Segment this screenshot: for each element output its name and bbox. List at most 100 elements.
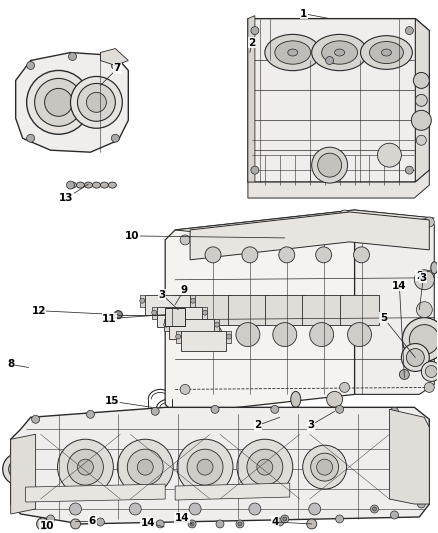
Polygon shape	[175, 210, 434, 238]
Circle shape	[151, 407, 159, 415]
Ellipse shape	[85, 182, 92, 188]
Circle shape	[348, 322, 371, 346]
Circle shape	[78, 84, 115, 122]
Circle shape	[312, 147, 348, 183]
Circle shape	[111, 134, 119, 142]
Circle shape	[309, 503, 321, 515]
Circle shape	[424, 217, 434, 227]
Polygon shape	[26, 484, 165, 502]
Polygon shape	[169, 319, 214, 338]
Polygon shape	[248, 15, 255, 185]
Polygon shape	[11, 407, 429, 524]
Circle shape	[39, 521, 46, 527]
Circle shape	[57, 439, 113, 495]
Polygon shape	[228, 295, 268, 325]
Circle shape	[339, 210, 350, 220]
Ellipse shape	[291, 391, 301, 407]
Circle shape	[129, 503, 141, 515]
Circle shape	[140, 298, 145, 303]
Circle shape	[249, 503, 261, 515]
Circle shape	[316, 247, 332, 263]
Circle shape	[424, 382, 434, 392]
Circle shape	[78, 459, 93, 475]
Ellipse shape	[108, 182, 117, 188]
Circle shape	[177, 439, 233, 495]
Circle shape	[32, 415, 39, 423]
Polygon shape	[190, 295, 195, 306]
Polygon shape	[190, 212, 429, 260]
Circle shape	[303, 445, 346, 489]
Circle shape	[307, 519, 317, 529]
Ellipse shape	[288, 49, 298, 56]
Circle shape	[327, 391, 343, 407]
Circle shape	[216, 520, 224, 528]
Ellipse shape	[335, 49, 345, 56]
Circle shape	[226, 334, 231, 339]
Polygon shape	[302, 295, 342, 325]
Polygon shape	[248, 170, 429, 198]
Circle shape	[3, 453, 35, 485]
Text: 10: 10	[125, 231, 140, 241]
Circle shape	[68, 53, 77, 60]
Circle shape	[86, 410, 95, 418]
Circle shape	[190, 522, 194, 526]
Circle shape	[86, 92, 106, 112]
Polygon shape	[339, 295, 379, 325]
Circle shape	[45, 88, 72, 116]
Circle shape	[70, 503, 81, 515]
Circle shape	[399, 369, 410, 379]
Text: 9: 9	[180, 285, 187, 295]
Text: 6: 6	[89, 516, 96, 526]
Polygon shape	[265, 295, 305, 325]
Circle shape	[169, 301, 187, 319]
Circle shape	[279, 247, 295, 263]
Circle shape	[188, 520, 196, 528]
Circle shape	[180, 235, 190, 245]
Circle shape	[156, 520, 164, 528]
Text: 3: 3	[420, 273, 427, 283]
Circle shape	[311, 453, 339, 481]
Circle shape	[281, 234, 289, 242]
Polygon shape	[248, 19, 429, 182]
Circle shape	[411, 110, 431, 130]
Circle shape	[417, 500, 425, 508]
Circle shape	[425, 366, 437, 377]
Text: 5: 5	[380, 313, 387, 322]
Circle shape	[27, 134, 35, 142]
Ellipse shape	[77, 182, 85, 188]
Circle shape	[406, 166, 413, 174]
Ellipse shape	[370, 42, 403, 63]
Circle shape	[271, 406, 279, 413]
Polygon shape	[11, 434, 35, 514]
Circle shape	[371, 505, 378, 513]
Text: 14: 14	[392, 281, 407, 290]
Circle shape	[117, 439, 173, 495]
Text: 2: 2	[416, 271, 423, 281]
Circle shape	[191, 298, 196, 303]
Text: 13: 13	[59, 193, 74, 203]
Text: 15: 15	[105, 397, 120, 406]
Ellipse shape	[321, 41, 357, 64]
Circle shape	[236, 322, 260, 346]
Circle shape	[378, 143, 401, 167]
Circle shape	[421, 361, 438, 382]
Circle shape	[276, 518, 284, 526]
Polygon shape	[176, 330, 181, 343]
Polygon shape	[181, 330, 226, 351]
Polygon shape	[165, 308, 185, 326]
Circle shape	[318, 153, 342, 177]
Text: 3: 3	[307, 421, 314, 430]
Polygon shape	[152, 306, 157, 319]
Circle shape	[390, 511, 399, 519]
Circle shape	[114, 311, 122, 319]
Polygon shape	[16, 53, 128, 152]
Polygon shape	[190, 295, 230, 325]
Circle shape	[336, 515, 343, 523]
Circle shape	[71, 519, 81, 529]
Text: 2: 2	[248, 37, 255, 47]
Circle shape	[127, 449, 163, 485]
Text: 7: 7	[113, 63, 121, 74]
Circle shape	[164, 322, 169, 327]
Circle shape	[67, 181, 74, 189]
Text: 11: 11	[102, 313, 117, 324]
